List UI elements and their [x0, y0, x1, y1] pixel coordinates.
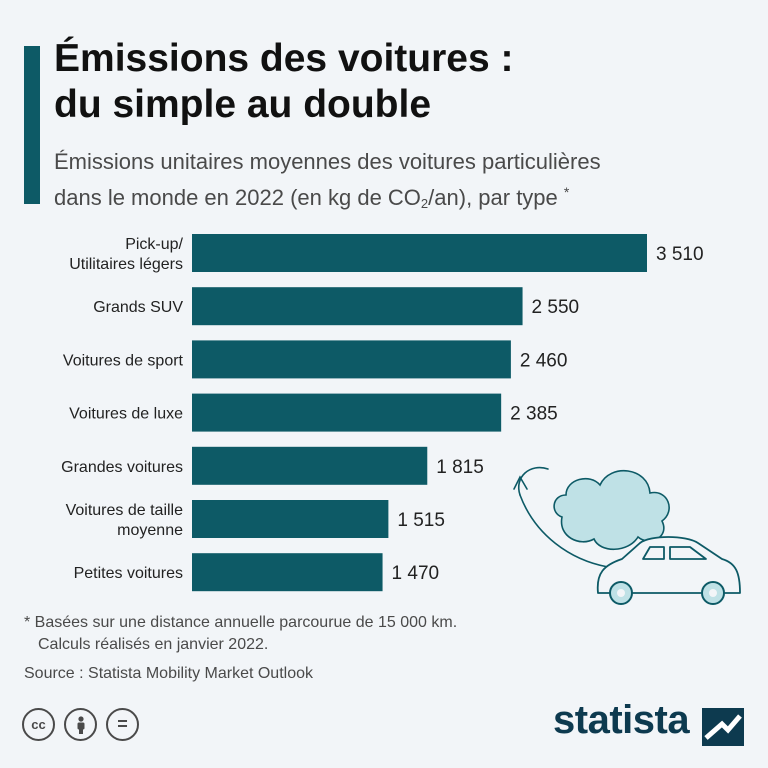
value-label-1: 2 550	[532, 297, 580, 318]
statista-logo-icon[interactable]	[702, 708, 744, 746]
bar-1	[192, 287, 523, 326]
value-label-3: 2 385	[510, 404, 558, 425]
bar-4	[192, 446, 428, 485]
person-glyph	[77, 715, 84, 734]
value-label-0: 3 510	[656, 244, 704, 265]
attribution-icon[interactable]	[64, 708, 97, 741]
chart-subtitle: Émissions unitaires moyennes des voiture…	[54, 146, 754, 219]
statista-logo-text[interactable]: statista	[553, 698, 690, 742]
title-line-1: Émissions des voitures :	[54, 37, 514, 80]
category-label-6: Petites voitures	[74, 565, 183, 582]
car-wheels-icon	[609, 581, 725, 605]
subtitle-text-after: /an), par type	[428, 185, 558, 210]
category-label-0-line-1: Utilitaires légers	[69, 256, 183, 273]
car-emissions-illustration	[500, 455, 750, 615]
category-label-1: Grands SUV	[93, 299, 183, 316]
category-label-5-line-0: Voitures de taille	[66, 502, 184, 519]
category-label-4-line-0: Grandes voitures	[61, 459, 183, 476]
bar-3	[192, 393, 502, 432]
subtitle-line-2: dans le monde en 2022 (en kg de CO2/an),…	[54, 177, 754, 219]
value-label-6: 1 470	[392, 563, 440, 584]
chart-title: Émissions des voitures : du simple au do…	[54, 36, 514, 128]
value-label-2: 2 460	[520, 350, 568, 371]
category-label-2: Voitures de sport	[63, 352, 184, 369]
car-icon	[596, 536, 741, 594]
bar-2	[192, 340, 511, 379]
title-line-2: du simple au double	[54, 83, 432, 126]
value-label-4: 1 815	[436, 457, 484, 478]
category-label-4: Grandes voitures	[61, 459, 183, 476]
category-label-0: Pick-up/Utilitaires légers	[69, 236, 183, 273]
title-accent-bar	[24, 46, 40, 204]
footnote-line-1: * Basées sur une distance annuelle parco…	[24, 614, 458, 631]
smoke-trail-icon	[513, 466, 609, 568]
category-label-0-line-0: Pick-up/	[125, 236, 183, 253]
subtitle-text-before: dans le monde en 2022 (en kg de CO	[54, 185, 421, 210]
footnote: * Basées sur une distance annuelle parco…	[24, 612, 457, 656]
no-derivatives-glyph: =	[117, 714, 128, 734]
license-icons: cc =	[22, 708, 139, 741]
bar-0	[192, 234, 647, 272]
creative-commons-icon[interactable]: cc	[22, 708, 55, 741]
category-label-3-line-0: Voitures de luxe	[69, 406, 183, 423]
category-label-5: Voitures de taille moyenne	[66, 502, 184, 539]
no-derivatives-icon[interactable]: =	[106, 708, 139, 741]
category-label-1-line-0: Grands SUV	[93, 299, 183, 316]
category-label-3: Voitures de luxe	[69, 406, 183, 423]
value-label-5: 1 515	[397, 510, 445, 531]
bar-6	[192, 553, 383, 592]
category-label-2-line-0: Voitures de sport	[63, 352, 184, 369]
bar-5	[192, 500, 389, 538]
creative-commons-glyph: cc	[31, 717, 46, 732]
bar-chart: 3 510 Pick-up/Utilitaires légers 2 550 Gran…	[61, 234, 704, 592]
subtitle-footnote-marker: *	[563, 184, 570, 200]
subtitle-subscript: 2	[420, 196, 429, 211]
exhaust-cloud-icon	[553, 470, 670, 551]
subtitle-line-1: Émissions unitaires moyennes des voiture…	[54, 149, 601, 174]
category-label-5-line-1: moyenne	[117, 522, 183, 539]
source-text: Source : Statista Mobility Market Outloo…	[24, 665, 313, 682]
category-label-6-line-0: Petites voitures	[74, 565, 183, 582]
footnote-line-2: Calculs réalisés en janvier 2022.	[38, 636, 269, 653]
